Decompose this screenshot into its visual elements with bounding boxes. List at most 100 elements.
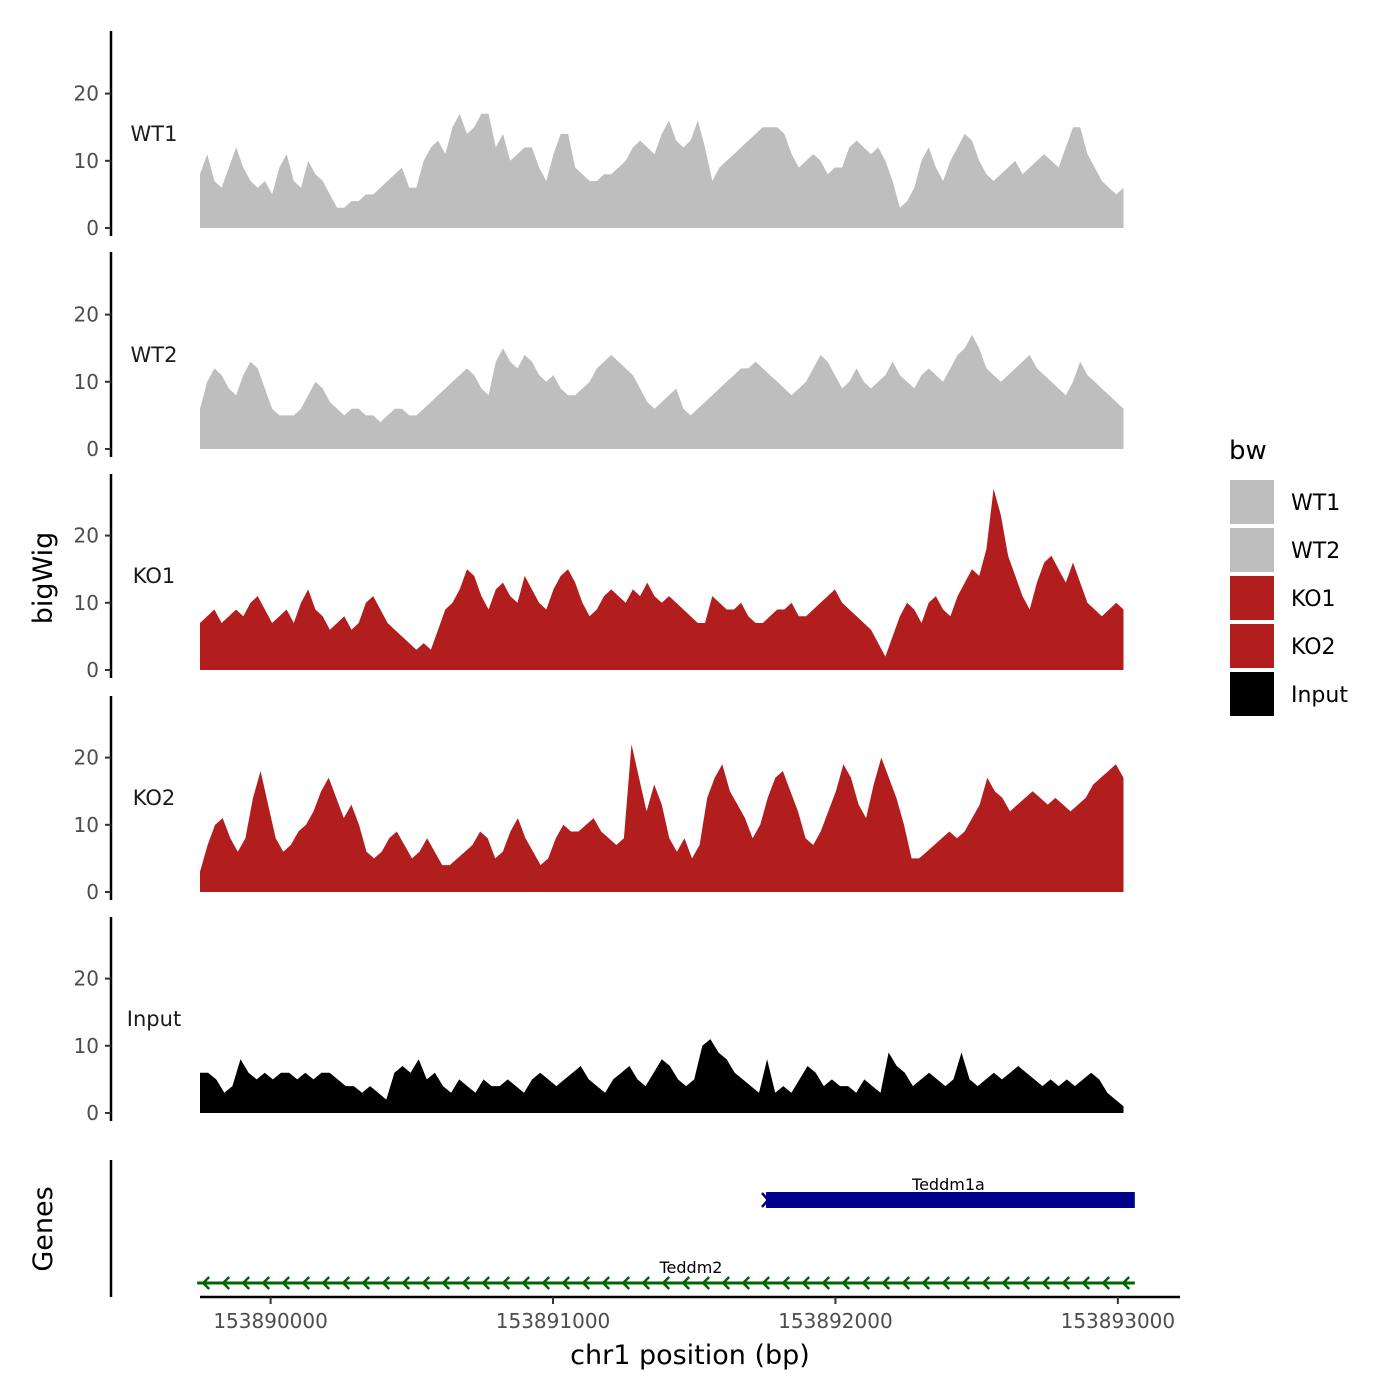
x-axis-title: chr1 position (bp)	[570, 1340, 810, 1371]
x-tick-label: 153893000	[1061, 1309, 1176, 1333]
signal-area-wt2	[200, 334, 1124, 449]
y-tick-label: 0	[86, 1101, 99, 1125]
legend-key	[1230, 576, 1274, 620]
track-ko2: 0 10 20 KO2	[74, 696, 1124, 904]
gene-strand-arrow	[841, 1276, 851, 1290]
gene-strand-arrow	[621, 1276, 631, 1290]
gene-strand-arrow	[201, 1276, 211, 1290]
gene-strand-arrow	[901, 1276, 911, 1290]
gene-strand-arrow	[1121, 1276, 1131, 1290]
gene-strand-arrow	[861, 1276, 871, 1290]
track-label: Input	[127, 1007, 181, 1031]
legend-entry-wt2: WT2	[1230, 528, 1340, 572]
y-tick-label: 20	[74, 303, 99, 327]
gene-strand-arrow	[921, 1276, 931, 1290]
y-tick-label: 10	[74, 813, 99, 837]
legend-label: WT2	[1291, 539, 1340, 564]
track-ko1: 0 10 20 KO1	[74, 474, 1124, 682]
gene-strand-arrow	[361, 1276, 371, 1290]
gene-strand-arrow	[721, 1276, 731, 1290]
gene-strand-arrow	[341, 1276, 351, 1290]
tracks-layer: 0 10 20 WT1 0 10 20 WT2 0 10 20 KO1 0 10 20 KO2 0 10 20 Inp…	[74, 31, 1124, 1125]
y-tick-label: 0	[86, 216, 99, 240]
genes-track-title: Genes	[28, 1186, 59, 1271]
track-wt2: 0 10 20 WT2	[74, 252, 1124, 461]
y-tick-label: 0	[86, 437, 99, 461]
gene-strand-arrow	[521, 1276, 531, 1290]
y-tick-label: 20	[74, 967, 99, 991]
gene-strand-arrow	[1041, 1276, 1051, 1290]
gene-strand-arrow	[741, 1276, 751, 1290]
y-tick-label: 10	[74, 1034, 99, 1058]
track-label: KO2	[133, 786, 176, 810]
legend-key	[1230, 624, 1274, 668]
signal-area-ko2	[200, 744, 1124, 892]
legend-label: KO2	[1291, 635, 1336, 660]
gene-body	[766, 1192, 1135, 1208]
legend-entry-ko2: KO2	[1230, 624, 1336, 668]
gene-strand-arrow	[881, 1276, 891, 1290]
gene-strand-arrow	[461, 1276, 471, 1290]
track-input: 0 10 20 Input	[74, 917, 1124, 1125]
gene-strand-arrow	[1081, 1276, 1091, 1290]
signal-area-wt1	[200, 113, 1124, 228]
legend-title: bw	[1229, 436, 1267, 466]
y-axis-title: bigWig	[28, 532, 59, 625]
gene-strand-arrow	[381, 1276, 391, 1290]
gene-strand-arrow	[661, 1276, 671, 1290]
y-tick-label: 10	[74, 149, 99, 173]
gene-strand-arrow	[961, 1276, 971, 1290]
gene-strand-arrow	[281, 1276, 291, 1290]
signal-area-ko1	[200, 488, 1124, 670]
gene-strand-arrow	[801, 1276, 811, 1290]
y-tick-label: 10	[74, 370, 99, 394]
gene-strand-arrow	[401, 1276, 411, 1290]
gene-teddm1a: Teddm1a	[761, 1175, 1135, 1208]
gene-strand-arrow	[501, 1276, 511, 1290]
gene-strand-arrow	[1021, 1276, 1031, 1290]
legend: bw WT1 WT2 KO1 KO2 Input	[1229, 436, 1348, 716]
gene-strand-arrow	[761, 1276, 771, 1290]
gene-strand-arrow	[221, 1276, 231, 1290]
gene-strand-arrow	[261, 1276, 271, 1290]
gene-strand-arrow	[701, 1276, 711, 1290]
legend-entry-input: Input	[1230, 672, 1348, 716]
legend-key	[1230, 480, 1274, 524]
gene-label: Teddm1a	[911, 1175, 985, 1194]
gene-strand-arrow	[601, 1276, 611, 1290]
legend-label: Input	[1291, 683, 1348, 708]
gene-strand-arrow	[981, 1276, 991, 1290]
gene-strand-arrow	[561, 1276, 571, 1290]
y-tick-label: 20	[74, 524, 99, 548]
gene-strand-arrow	[581, 1276, 591, 1290]
track-label: WT1	[131, 122, 178, 146]
gene-strand-arrow	[421, 1276, 431, 1290]
y-tick-label: 20	[74, 82, 99, 106]
track-label: WT2	[131, 343, 178, 367]
y-tick-label: 0	[86, 880, 99, 904]
gene-label: Teddm2	[659, 1258, 723, 1277]
y-tick-label: 20	[74, 746, 99, 770]
legend-label: WT1	[1291, 491, 1340, 516]
gene-strand-arrow	[1101, 1276, 1111, 1290]
gene-teddm2: Teddm2	[197, 1258, 1135, 1290]
legend-entry-ko1: KO1	[1230, 576, 1336, 620]
gene-strand-arrow	[941, 1276, 951, 1290]
gene-strand-arrow	[681, 1276, 691, 1290]
legend-key	[1230, 672, 1274, 716]
track-label: KO1	[133, 564, 176, 588]
legend-entry-wt1: WT1	[1230, 480, 1340, 524]
gene-strand-arrow	[1061, 1276, 1071, 1290]
gene-strand-arrow	[821, 1276, 831, 1290]
track-wt1: 0 10 20 WT1	[74, 31, 1124, 240]
gene-strand-arrow	[241, 1276, 251, 1290]
signal-area-input	[200, 1039, 1124, 1113]
x-tick-label: 153891000	[496, 1309, 611, 1333]
y-tick-label: 0	[86, 658, 99, 682]
gene-strand-arrow	[301, 1276, 311, 1290]
gene-strand-arrow	[641, 1276, 651, 1290]
y-tick-label: 10	[74, 591, 99, 615]
genes-layer: Teddm1a Teddm2	[109, 1160, 1135, 1297]
